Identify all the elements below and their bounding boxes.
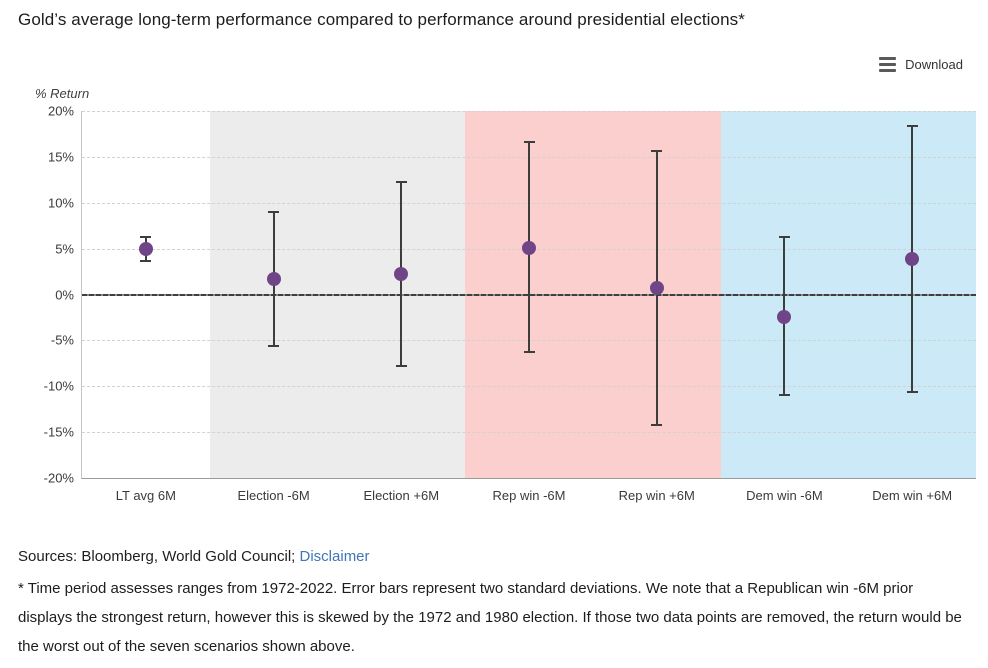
error-bar-cap xyxy=(140,235,152,238)
error-bar-cap xyxy=(651,150,663,153)
y-axis-title: % Return xyxy=(35,86,90,101)
error-bar-cap xyxy=(523,141,535,144)
gridline xyxy=(82,386,976,388)
error-bar-cap xyxy=(906,124,918,127)
error-bar-cap xyxy=(778,235,790,238)
error-bar-cap xyxy=(395,365,407,368)
sources-text: Sources: Bloomberg, World Gold Council; xyxy=(18,548,300,565)
y-tick-label: 5% xyxy=(55,241,74,257)
y-tick-label: -5% xyxy=(50,332,74,348)
y-tick-label: -20% xyxy=(43,470,74,486)
data-point-election-6m[interactable] xyxy=(266,271,281,286)
x-axis-label-election-6m: Election -6M xyxy=(237,488,310,503)
error-bar-cap xyxy=(651,423,663,426)
y-tick-label: -10% xyxy=(43,378,74,394)
x-axis-label-rep-win-6m: Rep win +6M xyxy=(618,488,695,503)
error-bar-cap xyxy=(523,351,535,354)
footnote-text: * Time period assesses ranges from 1972-… xyxy=(18,580,962,655)
y-tick-label: 15% xyxy=(47,149,74,165)
menu-lines-icon xyxy=(879,57,897,72)
data-point-rep-win-6m[interactable] xyxy=(649,281,664,296)
chart-title: Gold’s average long-term performance com… xyxy=(18,10,745,29)
gridline xyxy=(82,111,976,112)
sources-line: Sources: Bloomberg, World Gold Council; … xyxy=(18,548,370,565)
disclaimer-link[interactable]: Disclaimer xyxy=(299,548,370,565)
error-bar-cap xyxy=(268,210,280,213)
error-bar-cap xyxy=(906,390,918,393)
y-tick-label: 20% xyxy=(47,103,74,119)
error-bar-cap xyxy=(268,344,280,347)
data-point-dem-win-6m[interactable] xyxy=(777,309,792,324)
data-point-election-6m[interactable] xyxy=(394,267,409,282)
error-bar-cap xyxy=(395,180,407,183)
data-point-rep-win-6m[interactable] xyxy=(522,240,536,255)
x-axis-label-lt-avg-6m: LT avg 6M xyxy=(115,488,176,503)
x-axis-label-rep-win-6m: Rep win -6M xyxy=(492,488,566,503)
y-tick-label: 0% xyxy=(55,287,74,302)
download-label: Download xyxy=(905,57,963,72)
error-bar-cap xyxy=(140,259,152,262)
error-bar-cap xyxy=(778,393,790,396)
gridline xyxy=(82,432,976,434)
data-point-lt-avg-6m[interactable] xyxy=(138,241,153,256)
y-tick-label: -15% xyxy=(43,424,74,440)
x-axis-label-dem-win-6m: Dem win +6M xyxy=(872,488,953,503)
chart-plot-area: 20% 15% 10% 5% 0% -5% -10% -15% -20% LT avg 6M Ele… xyxy=(44,104,976,503)
x-axis-label-election-6m: Election +6M xyxy=(363,488,440,503)
data-point-dem-win-6m[interactable] xyxy=(905,251,920,266)
y-tick-label: 10% xyxy=(47,195,74,211)
download-button[interactable]: Download xyxy=(879,57,963,72)
x-axis-label-dem-win-6m: Dem win -6M xyxy=(746,488,823,503)
